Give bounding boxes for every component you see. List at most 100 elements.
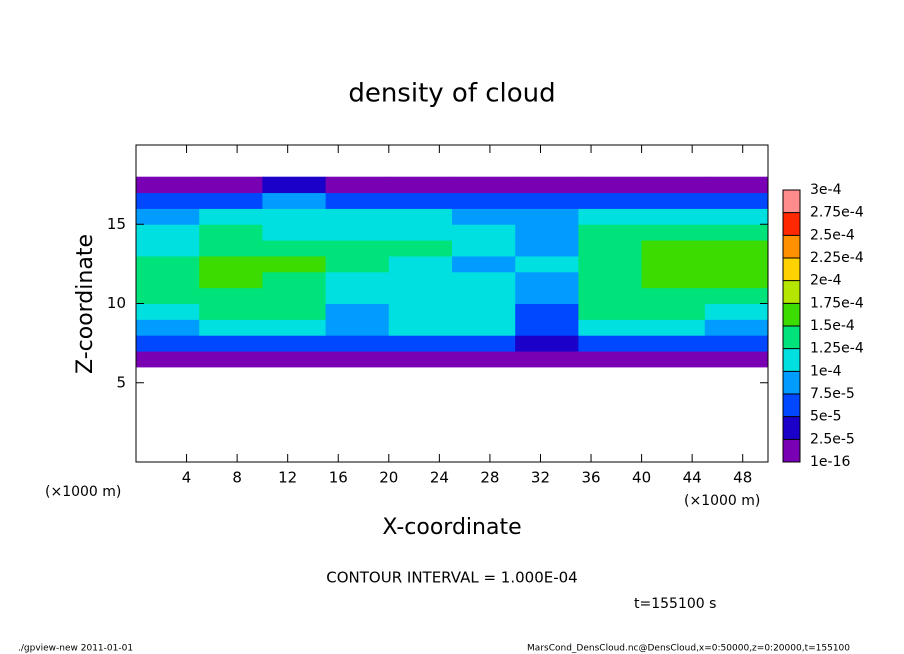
cell xyxy=(199,319,263,336)
cell xyxy=(136,303,200,320)
cell xyxy=(704,303,769,320)
cell xyxy=(136,287,200,304)
cell xyxy=(515,319,579,336)
cell xyxy=(136,351,200,368)
cell xyxy=(452,335,516,352)
cell xyxy=(452,287,516,304)
cell xyxy=(641,224,706,241)
colorbar-label: 5e-5 xyxy=(810,409,841,425)
cell xyxy=(199,224,263,241)
cell xyxy=(704,287,769,304)
cell xyxy=(704,351,769,368)
x-unit: (×1000 m) xyxy=(45,484,121,500)
cell xyxy=(578,255,643,273)
cell xyxy=(136,192,200,209)
cell xyxy=(452,351,516,368)
cell xyxy=(136,240,200,257)
cell xyxy=(641,192,706,209)
cell xyxy=(515,192,579,209)
cell xyxy=(199,176,263,194)
cell xyxy=(704,319,769,336)
cell xyxy=(641,271,706,289)
colorbar-label: 3e-4 xyxy=(810,182,842,198)
cell xyxy=(704,255,769,273)
contour-interval: CONTOUR INTERVAL = 1.000E-04 xyxy=(326,569,577,587)
colorbar-label: 2.75e-4 xyxy=(810,205,864,221)
x-unit-right: (×1000 m) xyxy=(684,493,760,509)
cell xyxy=(136,319,200,336)
x-axis-label: X-coordinate xyxy=(382,515,521,540)
cell xyxy=(641,319,706,336)
cell xyxy=(199,192,263,209)
footer-left: ./gpview-new 2011-01-01 xyxy=(18,644,133,654)
cell xyxy=(704,240,769,257)
x-tick-label: 20 xyxy=(379,469,398,487)
cell xyxy=(136,255,200,273)
x-tick-label: 24 xyxy=(430,469,449,487)
colorbar-band xyxy=(783,235,800,258)
cell xyxy=(578,271,643,289)
x-tick-label: 8 xyxy=(232,469,242,487)
cell xyxy=(388,208,453,225)
x-tick-label: 16 xyxy=(329,469,348,487)
colorbar-band xyxy=(783,348,800,372)
cell xyxy=(704,176,769,194)
cell xyxy=(388,192,453,209)
cell xyxy=(262,271,327,289)
cell xyxy=(452,319,516,336)
cell xyxy=(136,335,200,352)
cell xyxy=(136,176,200,194)
cell xyxy=(325,271,390,289)
cell xyxy=(578,287,643,304)
cell xyxy=(641,176,706,194)
cell xyxy=(388,351,453,368)
colorbar-band xyxy=(783,416,800,440)
colorbar-band xyxy=(783,439,800,462)
cell xyxy=(388,176,453,194)
x-tick-label: 32 xyxy=(531,469,550,487)
cell xyxy=(641,287,706,304)
cell xyxy=(325,303,390,320)
cell xyxy=(388,240,453,257)
cell xyxy=(262,351,327,368)
cell xyxy=(199,303,263,320)
cell xyxy=(199,271,263,289)
cell xyxy=(199,287,263,304)
y-tick-label: 15 xyxy=(107,215,126,233)
cell xyxy=(262,208,327,225)
cell xyxy=(388,303,453,320)
colorbar-band xyxy=(783,326,800,349)
y-axis-label: Z-coordinate xyxy=(73,234,98,374)
cell xyxy=(515,240,579,257)
cell xyxy=(578,192,643,209)
x-tick-label: 36 xyxy=(581,469,600,487)
x-tick-label: 48 xyxy=(733,469,752,487)
cell xyxy=(325,255,390,273)
footer-right: MarsCond_DensCloud.nc@DensCloud,x=0:5000… xyxy=(527,644,850,654)
cell xyxy=(578,303,643,320)
cell xyxy=(262,240,327,257)
cell xyxy=(578,176,643,194)
cell xyxy=(452,303,516,320)
cell xyxy=(704,224,769,241)
colorbar-label: 1.25e-4 xyxy=(810,341,864,357)
cell xyxy=(325,351,390,368)
colorbar-label: 1.75e-4 xyxy=(810,295,864,311)
cell xyxy=(452,192,516,209)
cell xyxy=(262,303,327,320)
cell xyxy=(325,319,390,336)
cell xyxy=(704,192,769,209)
cell xyxy=(515,271,579,289)
cell xyxy=(515,287,579,304)
cell xyxy=(136,271,200,289)
cell xyxy=(325,208,390,225)
cell xyxy=(262,224,327,241)
cell xyxy=(704,335,769,352)
cell xyxy=(704,271,769,289)
cell xyxy=(641,240,706,257)
cell xyxy=(704,208,769,225)
colorbar-label: 2e-4 xyxy=(810,273,842,289)
cell xyxy=(199,351,263,368)
cell xyxy=(325,192,390,209)
cell xyxy=(262,287,327,304)
